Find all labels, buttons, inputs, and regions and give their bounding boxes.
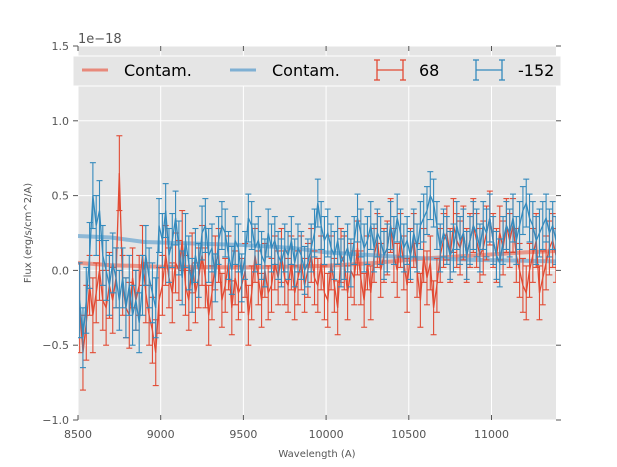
x-axis: 8500 9000 9500 10000 10500 11000 (64, 46, 509, 441)
x-tick-label: 8500 (64, 428, 92, 441)
legend-label-68: 68 (419, 61, 439, 80)
x-tick-label: 10000 (309, 428, 344, 441)
y-tick-label: 0.5 (52, 190, 70, 203)
legend-label-contam-red: Contam. (124, 61, 192, 80)
legend-item-contam-blue: Contam. (230, 61, 340, 80)
legend-label-contam-blue: Contam. (272, 61, 340, 80)
series-line (79, 193, 556, 338)
legend-item-68: 68 (374, 59, 439, 81)
y-tick-label: 0.0 (52, 264, 70, 277)
series-68 (78, 135, 556, 391)
y-tick-label: −0.5 (42, 339, 69, 352)
errorbar-icon (374, 59, 406, 81)
x-tick-label: 9000 (147, 428, 175, 441)
x-tick-label: 11000 (474, 428, 509, 441)
x-tick-label: 9500 (229, 428, 257, 441)
legend-label-minus152: -152 (518, 61, 554, 80)
legend-item-minus152: -152 (473, 59, 554, 81)
legend: Contam. Contam. 68 (72, 55, 562, 87)
y-tick-label: −1.0 (42, 414, 69, 427)
errorbar-icon (473, 59, 505, 81)
plot-background (78, 46, 556, 420)
y-tick-label: 1.5 (52, 40, 70, 53)
x-axis-label: Wavelength (A) (278, 449, 355, 460)
x-tick-label: 10500 (391, 428, 426, 441)
y-offset-label: 1e−18 (78, 32, 122, 47)
legend-box (72, 55, 562, 87)
data-series (78, 135, 556, 391)
legend-item-contam-red: Contam. (82, 61, 192, 80)
series--152 (78, 162, 556, 369)
y-axis-label: Flux (erg/s/cm^2/A) (23, 183, 34, 283)
y-axis: −1.0 −0.5 0.0 0.5 1.0 1.5 (42, 40, 561, 427)
y-tick-label: 1.0 (52, 115, 70, 128)
